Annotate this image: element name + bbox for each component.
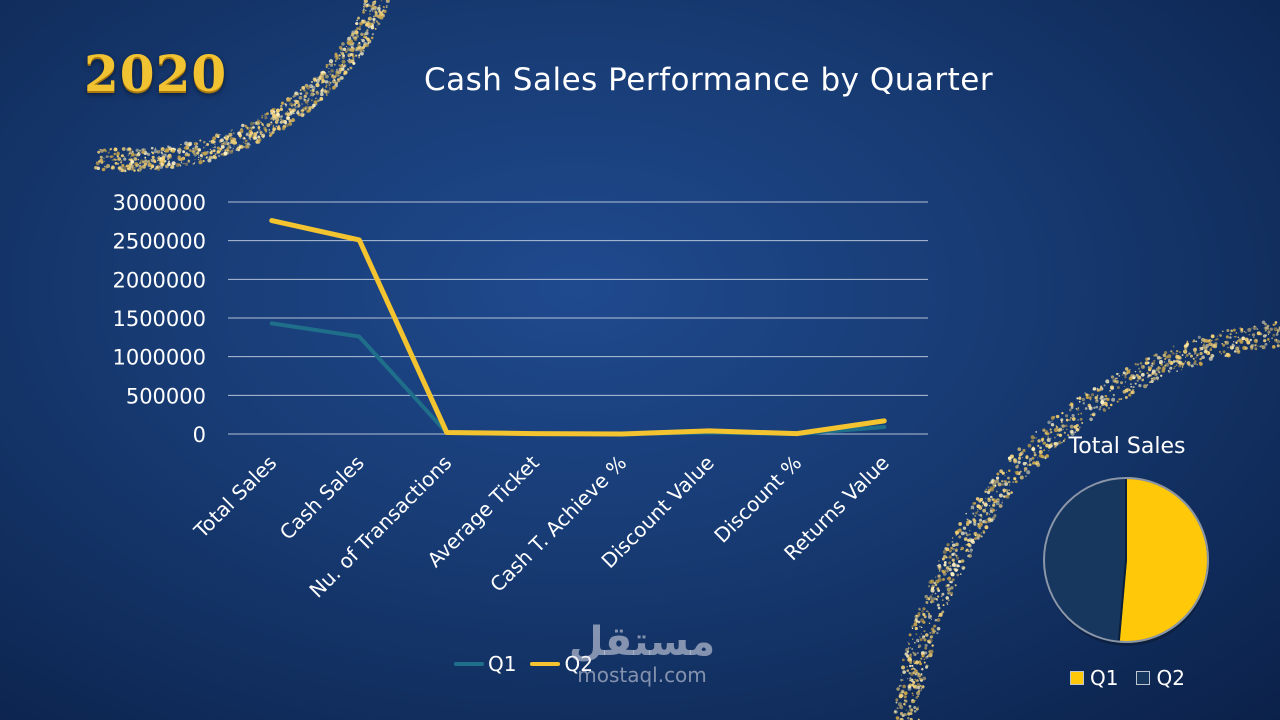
y-tick-label: 3000000 (112, 191, 206, 215)
series-line-q2 (269, 218, 887, 437)
grid-lines (228, 201, 928, 435)
pie-chart-title: Total Sales (1068, 434, 1186, 459)
pie-chart (1043, 476, 1209, 646)
y-tick-label: 1500000 (112, 307, 206, 331)
pie-legend-item-q1: Q1 (1070, 666, 1118, 690)
pie-legend-swatch-q2 (1136, 671, 1151, 685)
pie-legend-item-q2: Q2 (1136, 666, 1185, 690)
pie-slice-q2 (1043, 476, 1127, 643)
y-tick-label: 1000000 (112, 346, 206, 370)
x-tick-label: Nu. of Transactions (304, 451, 456, 603)
legend-item-q2: Q2 (530, 652, 593, 676)
legend-swatch-q2 (530, 662, 561, 666)
y-tick-label: 500000 (126, 384, 206, 408)
legend-label-q2: Q2 (564, 652, 593, 676)
watermark-site: mostaql.com (577, 663, 707, 687)
y-tick-label: 0 (193, 423, 206, 447)
line-chart: 3000000 2500000 2000000 1500000 1000000 50000… (112, 191, 928, 603)
pie-legend-label-q2: Q2 (1156, 666, 1185, 690)
legend-swatch-q1 (454, 662, 484, 666)
legend-item-q1: Q1 (454, 652, 516, 676)
x-tick-label: Total Sales (188, 451, 281, 544)
watermark-logo: مستقل (568, 619, 716, 665)
series-line-q1 (269, 321, 887, 436)
y-tick-label: 2000000 (112, 268, 206, 292)
line-chart-legend: Q1 Q2 (454, 652, 593, 676)
x-tick-label: Discount % (709, 451, 806, 548)
chart-title: Cash Sales Performance by Quarter (424, 62, 994, 98)
y-tick-label: 2500000 (112, 230, 206, 254)
pie-legend-swatch-q1 (1070, 671, 1084, 685)
legend-label-q1: Q1 (488, 652, 517, 676)
x-tick-label: Cash Sales (275, 451, 369, 545)
year-badge: 2020 (84, 44, 228, 103)
pie-chart-legend: Q1 Q2 (1070, 666, 1185, 690)
pie-legend-label-q1: Q1 (1090, 666, 1119, 690)
pie-rim (1043, 477, 1209, 643)
watermark: مستقل mostaql.com (562, 620, 722, 686)
pie-slice-q1 (1117, 476, 1209, 643)
